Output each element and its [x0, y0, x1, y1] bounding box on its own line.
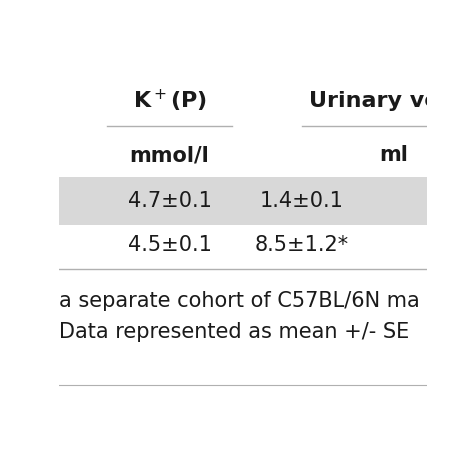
Text: mmol/l: mmol/l: [129, 146, 210, 165]
Text: Urinary volum: Urinary volum: [309, 91, 474, 110]
Text: Data represented as mean +/- SE: Data represented as mean +/- SE: [59, 322, 410, 342]
Text: 8.5±1.2*: 8.5±1.2*: [255, 235, 349, 255]
Text: ml: ml: [379, 146, 408, 165]
Text: K$^+$(P): K$^+$(P): [133, 88, 206, 114]
Text: 4.7±0.1: 4.7±0.1: [128, 191, 211, 211]
Text: 4.5±0.1: 4.5±0.1: [128, 235, 211, 255]
Text: 1.4±0.1: 1.4±0.1: [260, 191, 344, 211]
Bar: [59, 177, 427, 225]
Text: a separate cohort of C57BL/6N ma: a separate cohort of C57BL/6N ma: [59, 292, 420, 311]
